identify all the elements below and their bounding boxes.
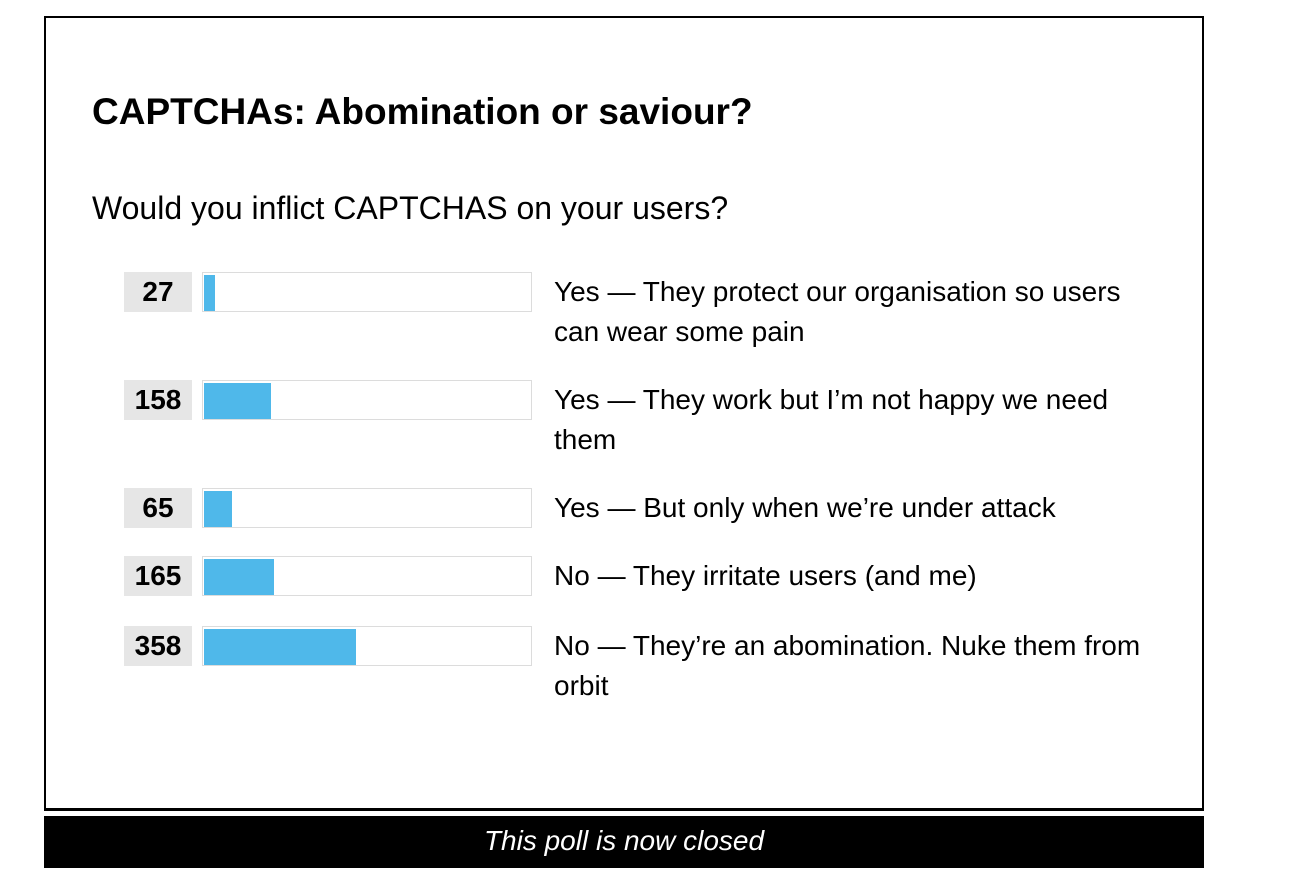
result-bar [204, 629, 356, 665]
bar-track [202, 556, 532, 596]
vote-count: 158 [124, 380, 192, 420]
option-label: Yes — But only when we’re under attack [554, 492, 1056, 523]
vote-count: 165 [124, 556, 192, 596]
option-label: No — They’re an abomination. Nuke them f… [554, 630, 1141, 701]
vote-count: 65 [124, 488, 192, 528]
option-label: No — They irritate users (and me) [554, 560, 977, 591]
result-bar [204, 491, 232, 527]
poll-question: Would you inflict CAPTCHAS on your users… [92, 190, 729, 226]
poll-closed-banner: This poll is now closed [44, 816, 1204, 868]
bar-track [202, 272, 532, 312]
result-bar [204, 559, 274, 595]
result-bar [204, 275, 215, 311]
option-label: Yes — They protect our organisation so u… [554, 276, 1121, 347]
poll-title: CAPTCHAs: Abomination or saviour? [92, 91, 753, 132]
vote-count: 27 [124, 272, 192, 312]
poll-card: CAPTCHAs: Abomination or saviour? Would … [44, 16, 1204, 811]
vote-count: 358 [124, 626, 192, 666]
option-label: Yes — They work but I’m not happy we nee… [554, 384, 1109, 455]
result-bar [204, 383, 271, 419]
bar-track [202, 488, 532, 528]
bar-track [202, 626, 532, 666]
bar-track [202, 380, 532, 420]
